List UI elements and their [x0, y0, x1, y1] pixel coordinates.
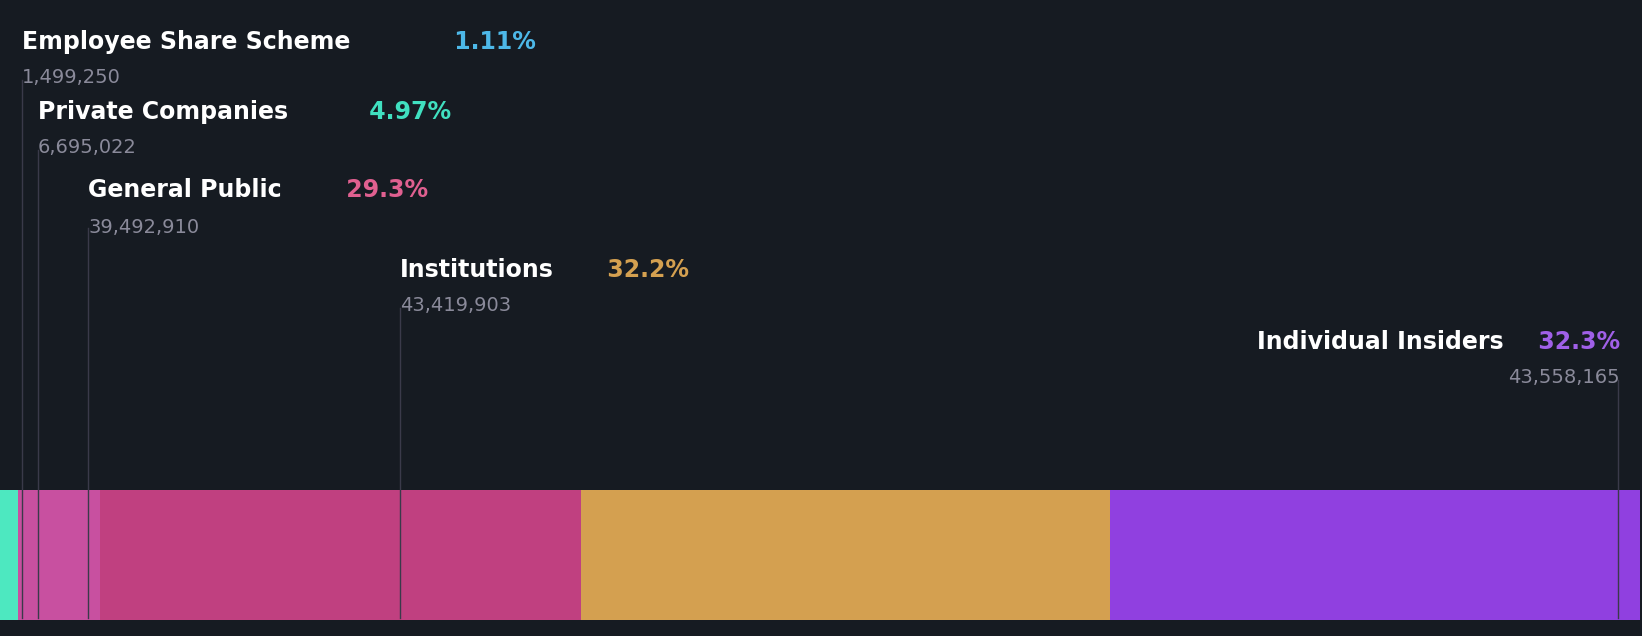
Text: 43,558,165: 43,558,165: [1509, 368, 1621, 387]
Text: 43,419,903: 43,419,903: [401, 296, 511, 315]
Text: Private Companies: Private Companies: [38, 100, 287, 124]
Bar: [100, 490, 581, 620]
Bar: [0, 490, 18, 620]
Bar: [1110, 490, 1640, 620]
Text: 39,492,910: 39,492,910: [89, 218, 199, 237]
Text: Employee Share Scheme: Employee Share Scheme: [21, 30, 350, 54]
Text: General Public: General Public: [89, 178, 282, 202]
Text: 1.11%: 1.11%: [445, 30, 535, 54]
Text: Institutions: Institutions: [401, 258, 553, 282]
Text: 32.2%: 32.2%: [599, 258, 688, 282]
Text: 6,695,022: 6,695,022: [38, 138, 136, 157]
Text: 32.3%: 32.3%: [1530, 330, 1621, 354]
Text: Individual Insiders: Individual Insiders: [1258, 330, 1504, 354]
Text: 4.97%: 4.97%: [361, 100, 452, 124]
Text: 1,499,250: 1,499,250: [21, 68, 122, 87]
Text: 29.3%: 29.3%: [338, 178, 429, 202]
Bar: [581, 490, 1110, 620]
Bar: [18, 490, 100, 620]
